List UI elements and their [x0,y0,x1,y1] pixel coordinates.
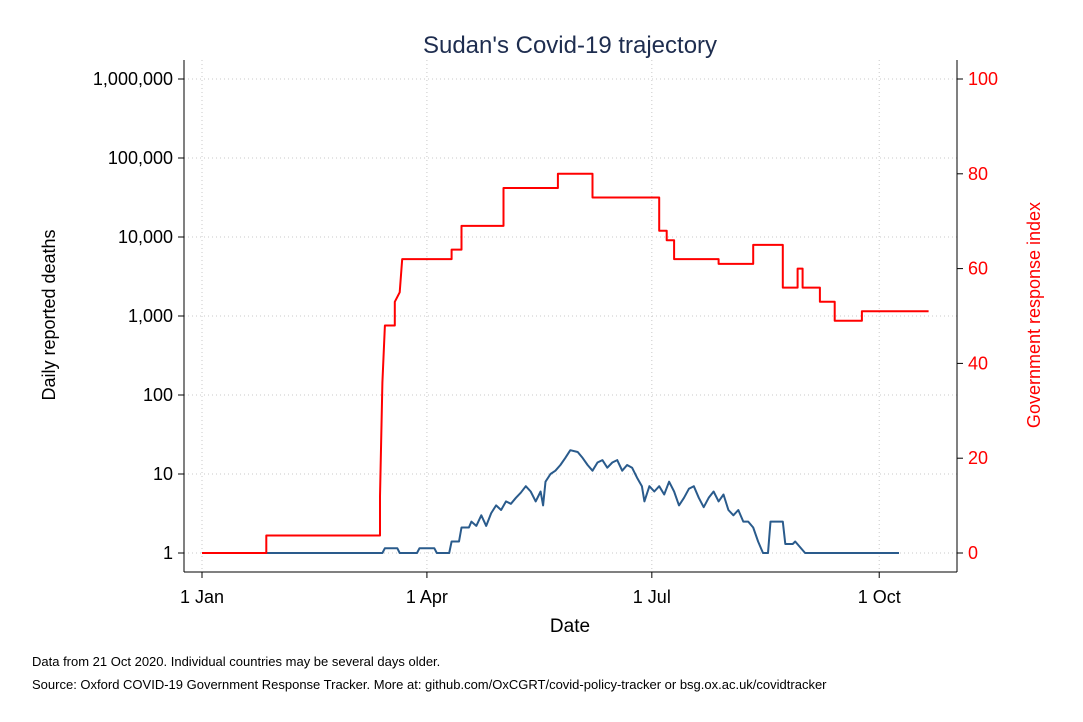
y-right-tick-label: 80 [968,164,988,184]
series-line-deaths [202,449,899,554]
chart-title: Sudan's Covid-19 trajectory [423,32,717,59]
y-axis-label-right: Government response index [1024,202,1044,428]
y-left-tick-label: 10 [153,464,173,484]
y-right-tick-label: 60 [968,259,988,279]
y-left-tick-label: 1,000 [128,306,173,326]
x-tick-label: 1 Jan [180,587,224,607]
y-right-tick-label: 100 [968,69,998,89]
footnote-source: Source: Oxford COVID-19 Government Respo… [32,677,827,692]
y-left-tick-label: 1,000,000 [93,69,173,89]
y-right-tick-label: 0 [968,543,978,563]
x-axis-label: Date [550,616,590,637]
x-tick-label: 1 Jul [633,587,671,607]
grid [184,60,957,572]
series-line-response-index [202,172,929,554]
axes: 1 10 100 1,000 10,000 100,000 1,000,000 0 20 40 60… [93,60,998,607]
series-layer [202,172,929,554]
y-right-tick-label: 40 [968,353,988,373]
x-tick-label: 1 Apr [406,587,448,607]
y-left-tick-label: 1 [163,543,173,563]
x-tick-label: 1 Oct [858,587,901,607]
y-left-tick-label: 10,000 [118,227,173,247]
footnote-data-date: Data from 21 Oct 2020. Individual countr… [32,654,441,669]
y-left-tick-label: 100 [143,385,173,405]
y-right-tick-label: 20 [968,448,988,468]
y-left-tick-label: 100,000 [108,148,173,168]
y-axis-label-left: Daily reported deaths [39,229,59,400]
